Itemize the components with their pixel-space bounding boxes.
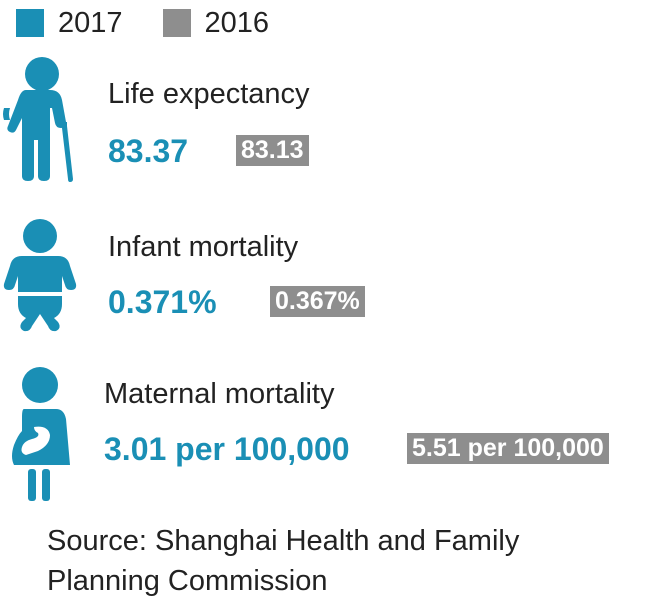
stat-label-maternal-mortality: Maternal mortality xyxy=(104,378,335,410)
value-2016-infant-mortality: 0.367% xyxy=(270,286,365,317)
legend-label-2016: 2016 xyxy=(204,6,270,39)
source-note: Source: Shanghai Health and Family Plann… xyxy=(47,521,627,601)
stat-label-life-expectancy: Life expectancy xyxy=(108,78,310,110)
legend-swatch-2016 xyxy=(162,9,191,37)
legend-item-2016: 2016 xyxy=(162,6,270,40)
legend-swatch-2017 xyxy=(16,9,44,37)
legend-item-2017: 2017 xyxy=(16,7,123,40)
pregnant-woman-icon xyxy=(4,365,74,501)
value-2017-infant-mortality: 0.371% xyxy=(108,284,217,320)
stat-label-infant-mortality: Infant mortality xyxy=(108,231,299,263)
baby-icon xyxy=(2,218,78,332)
legend: 2017 2016 xyxy=(16,6,309,40)
value-2017-maternal-mortality: 3.01 per 100,000 xyxy=(104,431,350,467)
source-line-1: Source: Shanghai Health and Family xyxy=(47,525,520,557)
source-line-2: Planning Commission xyxy=(47,565,328,597)
value-2017-life-expectancy: 83.37 xyxy=(108,133,189,169)
value-2016-life-expectancy: 83.13 xyxy=(236,135,309,166)
value-2016-maternal-mortality: 5.51 per 100,000 xyxy=(407,433,609,464)
elderly-person-with-cane-icon xyxy=(0,56,80,182)
legend-label-2017: 2017 xyxy=(58,6,123,39)
